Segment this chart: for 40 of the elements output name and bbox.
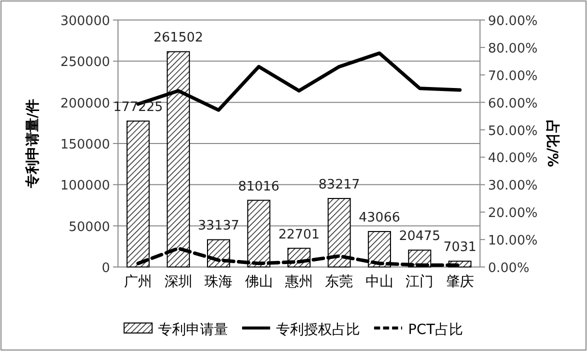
x-tick-label: 东莞 <box>325 274 354 290</box>
y-tick-label: 250000 <box>60 55 110 70</box>
data-label: 33137 <box>198 218 240 234</box>
y2-tick-label: 10.00% <box>488 234 538 249</box>
data-label: 22701 <box>278 227 320 242</box>
data-label: 261502 <box>154 30 204 46</box>
x-tick-label: 广州 <box>124 274 152 290</box>
y2-tick-label: 70.00% <box>488 68 538 84</box>
y-tick-label: 100000 <box>60 178 110 194</box>
data-label: 83217 <box>318 177 360 192</box>
x-tick-label: 深圳 <box>164 274 192 290</box>
y-tick-label: 300000 <box>60 14 110 29</box>
y-tick-label: 0 <box>102 261 110 276</box>
y2-tick-label: 0.00% <box>488 261 530 276</box>
y2-tick-label: 80.00% <box>488 41 538 56</box>
y2-tick-label: 40.00% <box>488 151 538 166</box>
y-tick-label: 150000 <box>60 138 110 152</box>
data-label: 20475 <box>398 229 440 244</box>
y2-tick-label: 30.00% <box>488 178 538 194</box>
legend-label: 专利授权占比 <box>276 322 360 338</box>
y2-axis-title: 占比/% <box>544 120 560 168</box>
data-label: 81016 <box>238 179 280 194</box>
y2-tick-label: 20.00% <box>488 206 538 222</box>
x-tick-label: 江门 <box>406 274 434 290</box>
data-label: 7031 <box>443 240 476 256</box>
x-tick-label: 肇庆 <box>446 274 474 290</box>
legend-label: PCT占比 <box>408 322 463 338</box>
y-axis-title: 专利申请量/件 <box>24 98 41 190</box>
y2-tick-label: 50.00% <box>488 124 538 139</box>
legend-label: 专利申请量 <box>158 322 228 338</box>
x-tick-label: 珠海 <box>204 274 233 290</box>
y2-tick-label: 60.00% <box>488 96 538 112</box>
y-tick-label: 200000 <box>60 96 110 112</box>
x-tick-label: 惠州 <box>284 274 313 290</box>
data-label: 43066 <box>358 210 400 226</box>
y2-tick-label: 90.00% <box>488 14 538 29</box>
y-tick-label: 50000 <box>68 220 110 235</box>
x-tick-label: 佛山 <box>244 274 273 290</box>
x-tick-label: 中山 <box>365 274 394 290</box>
data-label: 177225 <box>113 100 163 116</box>
